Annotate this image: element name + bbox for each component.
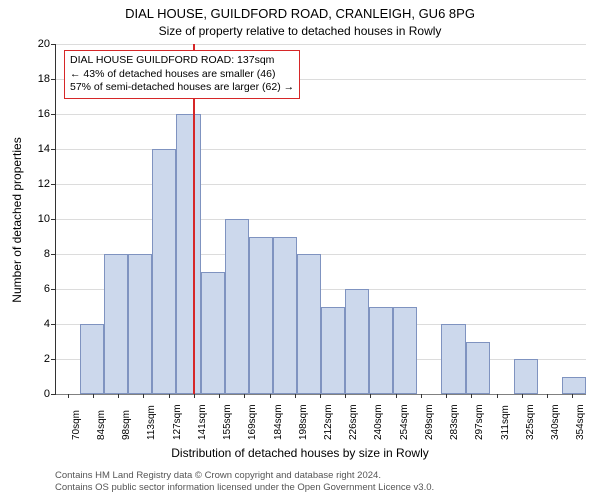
histogram-bar <box>201 272 225 395</box>
ytick-mark <box>51 114 55 115</box>
plot-area: DIAL HOUSE GUILDFORD ROAD: 137sqm ← 43% … <box>55 44 586 395</box>
xtick-mark <box>471 394 472 398</box>
histogram-bar <box>297 254 321 394</box>
xtick-mark <box>143 394 144 398</box>
histogram-bar <box>249 237 273 395</box>
xtick-label: 70sqm <box>71 410 82 440</box>
histogram-bar <box>152 149 176 394</box>
xtick-label: 198sqm <box>298 404 309 440</box>
histogram-bar <box>80 324 104 394</box>
xtick-label: 325sqm <box>525 404 536 440</box>
xtick-label: 354sqm <box>575 404 586 440</box>
xtick-mark <box>68 394 69 398</box>
gridline <box>56 149 586 150</box>
xtick-label: 226sqm <box>348 404 359 440</box>
xtick-label: 127sqm <box>172 404 183 440</box>
ytick-mark <box>51 289 55 290</box>
xtick-label: 340sqm <box>550 404 561 440</box>
histogram-bar <box>273 237 297 395</box>
chart-title: DIAL HOUSE, GUILDFORD ROAD, CRANLEIGH, G… <box>0 6 600 21</box>
xtick-mark <box>497 394 498 398</box>
ytick-mark <box>51 149 55 150</box>
ytick-label: 6 <box>20 283 50 295</box>
annotation-line3: 57% of semi-detached houses are larger (… <box>70 81 294 95</box>
xtick-mark <box>370 394 371 398</box>
xtick-mark <box>421 394 422 398</box>
ytick-mark <box>51 79 55 80</box>
xtick-label: 311sqm <box>500 405 511 440</box>
histogram-bar <box>225 219 249 394</box>
histogram-bar <box>514 359 538 394</box>
xtick-mark <box>396 394 397 398</box>
xtick-mark <box>118 394 119 398</box>
xtick-label: 269sqm <box>424 404 435 440</box>
annotation-box: DIAL HOUSE GUILDFORD ROAD: 137sqm ← 43% … <box>64 50 300 99</box>
ytick-mark <box>51 324 55 325</box>
gridline <box>56 394 586 395</box>
xtick-label: 169sqm <box>247 404 258 440</box>
xtick-mark <box>93 394 94 398</box>
ytick-label: 18 <box>20 73 50 85</box>
histogram-bar <box>466 342 490 395</box>
ytick-label: 10 <box>20 213 50 225</box>
footer-line1: Contains HM Land Registry data © Crown c… <box>55 470 434 482</box>
xtick-mark <box>194 394 195 398</box>
histogram-bar <box>562 377 586 395</box>
ytick-label: 2 <box>20 353 50 365</box>
xtick-mark <box>270 394 271 398</box>
xtick-mark <box>320 394 321 398</box>
ytick-mark <box>51 254 55 255</box>
xtick-mark <box>169 394 170 398</box>
histogram-bar <box>321 307 345 395</box>
xtick-mark <box>295 394 296 398</box>
gridline <box>56 114 586 115</box>
ytick-mark <box>51 44 55 45</box>
xtick-mark <box>522 394 523 398</box>
histogram-bar <box>345 289 369 394</box>
ytick-label: 8 <box>20 248 50 260</box>
xtick-label: 283sqm <box>449 404 460 440</box>
xtick-label: 155sqm <box>222 404 233 440</box>
xtick-label: 113sqm <box>146 405 157 440</box>
ytick-label: 4 <box>20 318 50 330</box>
xtick-mark <box>345 394 346 398</box>
gridline <box>56 219 586 220</box>
xtick-mark <box>244 394 245 398</box>
ytick-label: 12 <box>20 178 50 190</box>
x-axis-title: Distribution of detached houses by size … <box>0 446 600 460</box>
xtick-mark <box>547 394 548 398</box>
xtick-label: 98sqm <box>121 410 132 440</box>
annotation-line1: DIAL HOUSE GUILDFORD ROAD: 137sqm <box>70 54 294 68</box>
footer-line2: Contains OS public sector information li… <box>55 482 434 494</box>
ytick-label: 20 <box>20 38 50 50</box>
ytick-mark <box>51 184 55 185</box>
xtick-label: 184sqm <box>273 404 284 440</box>
histogram-bar <box>369 307 393 395</box>
ytick-label: 16 <box>20 108 50 120</box>
xtick-label: 141sqm <box>197 404 208 440</box>
gridline <box>56 184 586 185</box>
xtick-label: 254sqm <box>399 404 410 440</box>
ytick-mark <box>51 219 55 220</box>
histogram-bar <box>176 114 200 394</box>
xtick-label: 84sqm <box>96 410 107 440</box>
ytick-mark <box>51 359 55 360</box>
xtick-label: 212sqm <box>323 404 334 440</box>
histogram-bar <box>441 324 465 394</box>
xtick-label: 240sqm <box>373 404 384 440</box>
chart-subtitle: Size of property relative to detached ho… <box>0 24 600 38</box>
ytick-mark <box>51 394 55 395</box>
histogram-bar <box>393 307 417 395</box>
ytick-label: 0 <box>20 388 50 400</box>
chart-footer: Contains HM Land Registry data © Crown c… <box>55 470 434 494</box>
xtick-mark <box>446 394 447 398</box>
gridline <box>56 44 586 45</box>
histogram-bar <box>128 254 152 394</box>
ytick-label: 14 <box>20 143 50 155</box>
xtick-mark <box>572 394 573 398</box>
histogram-bar <box>104 254 128 394</box>
xtick-label: 297sqm <box>474 404 485 440</box>
annotation-line2: ← 43% of detached houses are smaller (46… <box>70 68 294 82</box>
xtick-mark <box>219 394 220 398</box>
